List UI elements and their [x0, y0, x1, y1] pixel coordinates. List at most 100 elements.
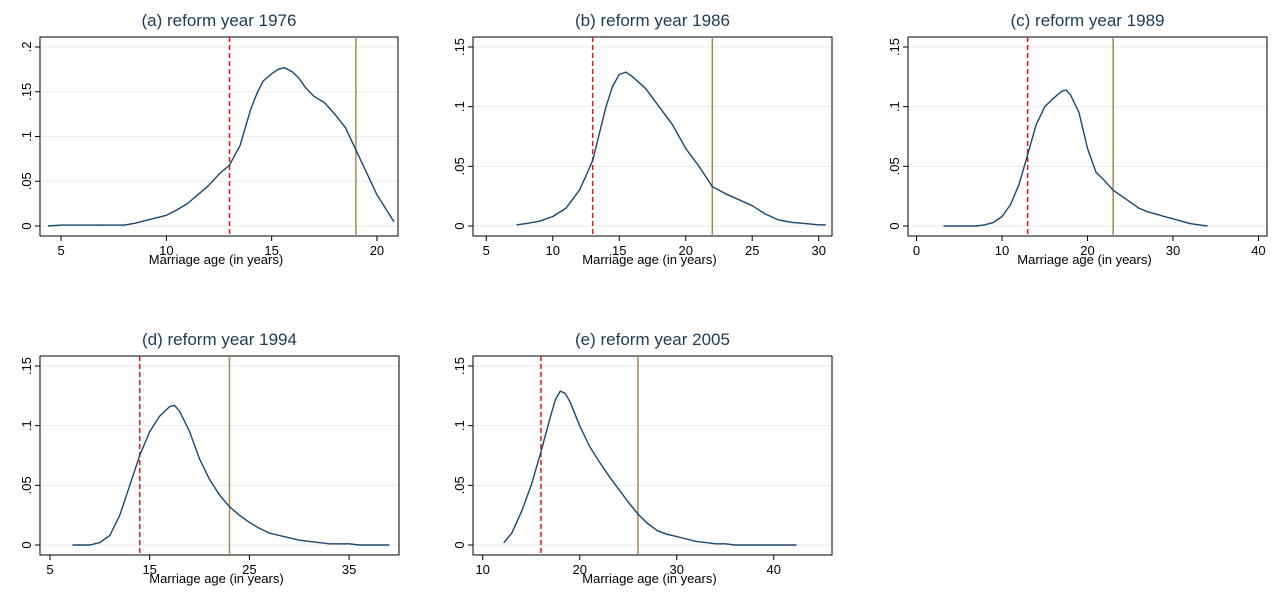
data-point: [685, 147, 687, 150]
y-tick-label: .1: [19, 131, 34, 142]
data-point: [89, 544, 91, 546]
data-point: [1103, 180, 1106, 182]
data-point: [218, 173, 220, 175]
data-point: [671, 123, 674, 126]
data-point: [1163, 215, 1166, 218]
data-point: [123, 224, 125, 226]
data-point: [540, 451, 542, 453]
plot-frame: [907, 36, 1268, 237]
density-curve: [943, 89, 1208, 227]
data-point: [1027, 153, 1029, 155]
x-axis-title: Marriage age (in years): [582, 571, 716, 586]
data-point: [298, 539, 300, 541]
data-point: [627, 501, 629, 503]
data-point: [81, 224, 83, 226]
data-point: [239, 144, 241, 147]
data-point: [188, 431, 191, 433]
data-point: [637, 513, 639, 515]
data-point: [277, 68, 279, 70]
density-curve: [503, 390, 797, 546]
x-tick-label: 5: [46, 562, 53, 577]
data-point: [598, 460, 600, 463]
data-point: [992, 221, 995, 224]
data-point: [328, 543, 330, 545]
data-point: [249, 109, 252, 111]
data-point: [711, 186, 713, 188]
data-point: [228, 506, 231, 508]
data-point: [278, 534, 280, 537]
data-point: [645, 88, 647, 90]
plot-frame: [39, 355, 400, 556]
data-point: [1001, 215, 1003, 218]
data-point: [658, 106, 660, 108]
data-point: [592, 159, 594, 161]
data-point: [818, 224, 820, 226]
data-point: [308, 540, 310, 543]
panel-c: 0 .05 .1 .15 0 10 20 30 40 Marriage age (in years…: [887, 11, 1268, 267]
data-point: [298, 77, 300, 79]
data-point: [1044, 106, 1046, 108]
data-point: [1206, 225, 1208, 227]
data-point: [109, 534, 111, 537]
x-tick-label: 20: [572, 562, 586, 577]
density-curve: [72, 404, 389, 546]
data-point: [292, 71, 294, 73]
data-point: [355, 149, 357, 151]
data-point: [268, 532, 270, 534]
x-tick-label: 30: [1166, 243, 1180, 258]
data-point: [1189, 223, 1191, 225]
data-point: [348, 543, 350, 545]
data-point: [149, 431, 151, 433]
data-point: [725, 193, 727, 195]
y-tick-label: .05: [452, 157, 467, 175]
data-point: [198, 458, 201, 460]
data-point: [323, 101, 325, 104]
data-point: [763, 544, 765, 546]
data-point: [248, 521, 251, 523]
y-tick-label: .05: [19, 476, 34, 494]
data-point: [552, 215, 554, 218]
data-point: [579, 425, 581, 427]
y-tick-label: .05: [452, 476, 467, 494]
x-tick-label: 15: [612, 243, 626, 258]
x-tick-label: 35: [342, 562, 356, 577]
data-point: [1121, 195, 1123, 197]
data-point: [612, 85, 614, 87]
x-axis-title: Marriage age (in years): [149, 571, 283, 586]
data-point: [144, 220, 146, 222]
data-point: [1172, 218, 1174, 220]
data-point: [393, 220, 395, 223]
panel-title: (b) reform year 1986: [575, 11, 730, 30]
data-point: [207, 185, 210, 187]
data-point: [1180, 220, 1183, 222]
data-point: [174, 404, 176, 406]
data-point: [705, 542, 707, 544]
data-point: [588, 445, 591, 447]
data-point: [344, 126, 346, 129]
data-point: [559, 390, 561, 392]
y-tick-label: .15: [19, 83, 34, 101]
data-point: [376, 194, 378, 196]
data-point: [176, 209, 178, 211]
data-point: [186, 203, 189, 205]
data-point: [1146, 211, 1148, 213]
data-point: [79, 544, 81, 546]
panel-b: 0 .05 .1 .15 5 10 15 20 25 30 Marriage age (in yea…: [452, 11, 833, 267]
data-point: [1052, 97, 1054, 99]
y-tick-label: .15: [887, 38, 902, 56]
data-point: [516, 224, 518, 226]
panel-title: (d) reform year 1994: [142, 330, 297, 349]
data-point: [764, 213, 767, 215]
panel-e: 0 .05 .1 .15 10 20 30 40 Marriage age (in years)…: [452, 330, 833, 586]
plot-frame: [472, 36, 833, 237]
x-tick-label: 10: [546, 243, 560, 258]
data-point: [155, 217, 157, 219]
data-point: [578, 189, 580, 191]
y-tick-label: 0: [19, 222, 34, 229]
data-point: [368, 544, 370, 546]
x-tick-label: 30: [670, 562, 684, 577]
data-point: [618, 73, 620, 76]
data-point: [511, 532, 513, 534]
